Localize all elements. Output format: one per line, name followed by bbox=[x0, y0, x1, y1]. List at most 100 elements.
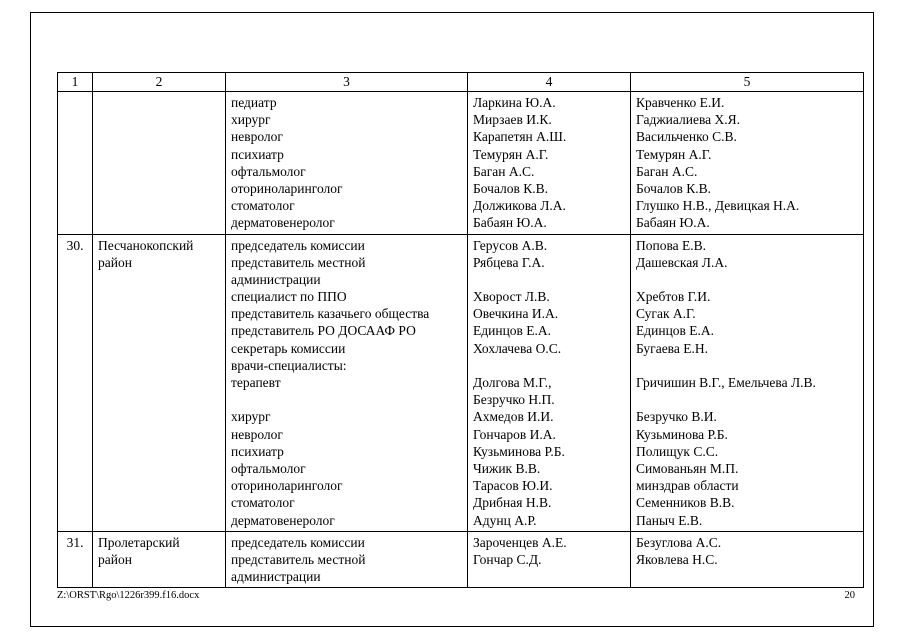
text-line: Гричишин В.Г., Емельчева Л.В. bbox=[636, 375, 816, 390]
text-line: специалист по ППО bbox=[231, 289, 347, 305]
text-line: психиатр bbox=[231, 146, 284, 162]
text-line: Безручко В.И. bbox=[636, 409, 717, 425]
text-line bbox=[231, 391, 463, 408]
text-line: оториноларинголог bbox=[231, 478, 343, 494]
text-line: Ларкина Ю.А. bbox=[473, 95, 556, 110]
text-line: офтальмолог bbox=[231, 460, 306, 476]
text-line: администрации bbox=[231, 569, 321, 585]
text-line bbox=[636, 271, 859, 288]
text-line: Рябцева Г.А. bbox=[473, 254, 545, 270]
members-cell: Ларкина Ю.А. Мирзаев И.К. Карапетян А.Ш. Те… bbox=[467, 91, 631, 235]
text-line: председатель комиссии bbox=[231, 534, 365, 550]
text-line: Тарасов Ю.И. bbox=[473, 478, 553, 494]
text-line bbox=[636, 357, 859, 374]
text-line: Дрибная Н.В. bbox=[473, 495, 552, 511]
text-line: Баган А.С. bbox=[636, 163, 698, 179]
text-line: Сугак А.Г. bbox=[636, 306, 696, 322]
text-line: Чижик В.В. bbox=[473, 460, 541, 476]
footer-file-path: Z:\ORST\Rgo\1226r399.f16.docx bbox=[57, 590, 200, 601]
text-line: Бочалов К.В. bbox=[473, 180, 549, 196]
text-line: Мирзаев И.К. bbox=[473, 112, 552, 128]
text-line: Глушко Н.В., Девицкая Н.А. bbox=[636, 198, 800, 214]
text-line: Семенников В.В. bbox=[636, 495, 735, 511]
text-line: Бабаян Ю.А. bbox=[636, 215, 710, 231]
text-line: Кравченко Е.И. bbox=[636, 95, 725, 110]
text-line: Баган А.С. bbox=[473, 163, 535, 179]
text-line: представитель казачьего общества bbox=[231, 306, 430, 322]
text-line: Пролетарский bbox=[98, 534, 180, 550]
row-number-cell: 30. bbox=[57, 233, 93, 532]
text-line: Ахмедов И.И. bbox=[473, 409, 554, 425]
members-cell: Герусов А.В. Рябцева Г.А. Хворост Л.В. Ове… bbox=[467, 233, 631, 532]
column-header-4: 4 bbox=[467, 72, 631, 92]
text-line: 30. bbox=[66, 237, 84, 253]
members-cell: Зароченцев А.Е. Гончар С.Д. bbox=[467, 530, 631, 589]
page-footer: Z:\ORST\Rgo\1226r399.f16.docx 20 bbox=[57, 590, 855, 601]
text-line: хирург bbox=[231, 409, 271, 425]
text-line: Бугаева Е.Н. bbox=[636, 340, 708, 356]
text-line: Темурян А.Г. bbox=[473, 146, 549, 162]
roles-cell: председатель комиссии представитель местн… bbox=[225, 233, 468, 532]
text-line: Гончаров И.А. bbox=[473, 426, 556, 442]
text-line: врачи-специалисты: bbox=[231, 357, 347, 373]
commission-table: 1 2 3 4 5 педиатр хирург невролог психиатр о… bbox=[57, 72, 864, 589]
text-line: педиатр bbox=[231, 95, 277, 110]
text-line: представитель местной bbox=[231, 551, 366, 567]
table-row: 30. Песчанокопский район председатель комис… bbox=[57, 233, 864, 532]
text-line: представитель РО ДОСААФ РО bbox=[231, 323, 416, 339]
text-line: представитель местной bbox=[231, 254, 366, 270]
text-line: Герусов А.В. bbox=[473, 237, 548, 253]
text-line: Адунц А.Р. bbox=[473, 512, 537, 528]
text-line: секретарь комиссии bbox=[231, 340, 346, 356]
text-line: дерматовенеролог bbox=[231, 215, 335, 231]
district-cell: Пролетарский район bbox=[92, 530, 226, 589]
text-line: Песчанокопский bbox=[98, 237, 194, 253]
text-line: Хохлачева О.С. bbox=[473, 340, 562, 356]
text-line: невролог bbox=[231, 129, 283, 145]
text-line: психиатр bbox=[231, 443, 284, 459]
text-line: дерматовенеролог bbox=[231, 512, 335, 528]
text-line: район bbox=[98, 254, 132, 270]
text-line: Бочалов К.В. bbox=[636, 180, 712, 196]
reserve-members-cell: Попова Е.В. Дашевская Л.А. Хребтов Г.И. Су… bbox=[630, 233, 864, 532]
footer-page-number: 20 bbox=[844, 590, 856, 601]
text-line bbox=[636, 391, 859, 408]
text-line: Единцов Е.А. bbox=[473, 323, 552, 339]
district-cell bbox=[92, 91, 226, 235]
roles-cell: педиатр хирург невролог психиатр офтальмолог… bbox=[225, 91, 468, 235]
text-line: Кузьминова Р.Б. bbox=[473, 443, 565, 459]
text-line bbox=[473, 357, 626, 374]
text-line: Зароченцев А.Е. bbox=[473, 534, 567, 550]
text-line: Гончар С.Д. bbox=[473, 551, 542, 567]
table-body: педиатр хирург невролог психиатр офтальмолог… bbox=[57, 91, 864, 589]
page-border bbox=[30, 12, 874, 627]
text-line: Единцов Е.А. bbox=[636, 323, 715, 339]
text-line: Бабаян Ю.А. bbox=[473, 215, 547, 231]
roles-cell: председатель комиссии представитель местн… bbox=[225, 530, 468, 589]
text-line: Яковлева Н.С. bbox=[636, 551, 718, 567]
table-row: 31. Пролетарский район председатель комисси… bbox=[57, 530, 864, 589]
text-line: Овечкина И.А. bbox=[473, 306, 559, 322]
column-header-2: 2 bbox=[92, 72, 226, 92]
text-line: Безручко Н.П. bbox=[473, 392, 555, 408]
text-line: Паныч Е.В. bbox=[636, 512, 703, 528]
text-line: Карапетян А.Ш. bbox=[473, 129, 567, 145]
text-line: Долгова М.Г., bbox=[473, 375, 552, 390]
text-line: терапевт bbox=[231, 375, 281, 390]
text-line: 31. bbox=[66, 534, 84, 550]
text-line bbox=[473, 271, 626, 288]
text-line: оториноларинголог bbox=[231, 180, 343, 196]
text-line: невролог bbox=[231, 426, 283, 442]
text-line: район bbox=[98, 551, 132, 567]
text-line: Попова Е.В. bbox=[636, 237, 707, 253]
text-line: Хребтов Г.И. bbox=[636, 289, 711, 305]
reserve-members-cell: Кравченко Е.И. Гаджиалиева Х.Я. Васильченк… bbox=[630, 91, 864, 235]
text-line: офтальмолог bbox=[231, 163, 306, 179]
row-number-cell bbox=[57, 91, 93, 235]
text-line: Гаджиалиева Х.Я. bbox=[636, 112, 741, 128]
column-header-3: 3 bbox=[225, 72, 468, 92]
text-line: Безуглова А.С. bbox=[636, 534, 722, 550]
row-number-cell: 31. bbox=[57, 530, 93, 589]
reserve-members-cell: Безуглова А.С. Яковлева Н.С. bbox=[630, 530, 864, 589]
text-line: стоматолог bbox=[231, 198, 295, 214]
